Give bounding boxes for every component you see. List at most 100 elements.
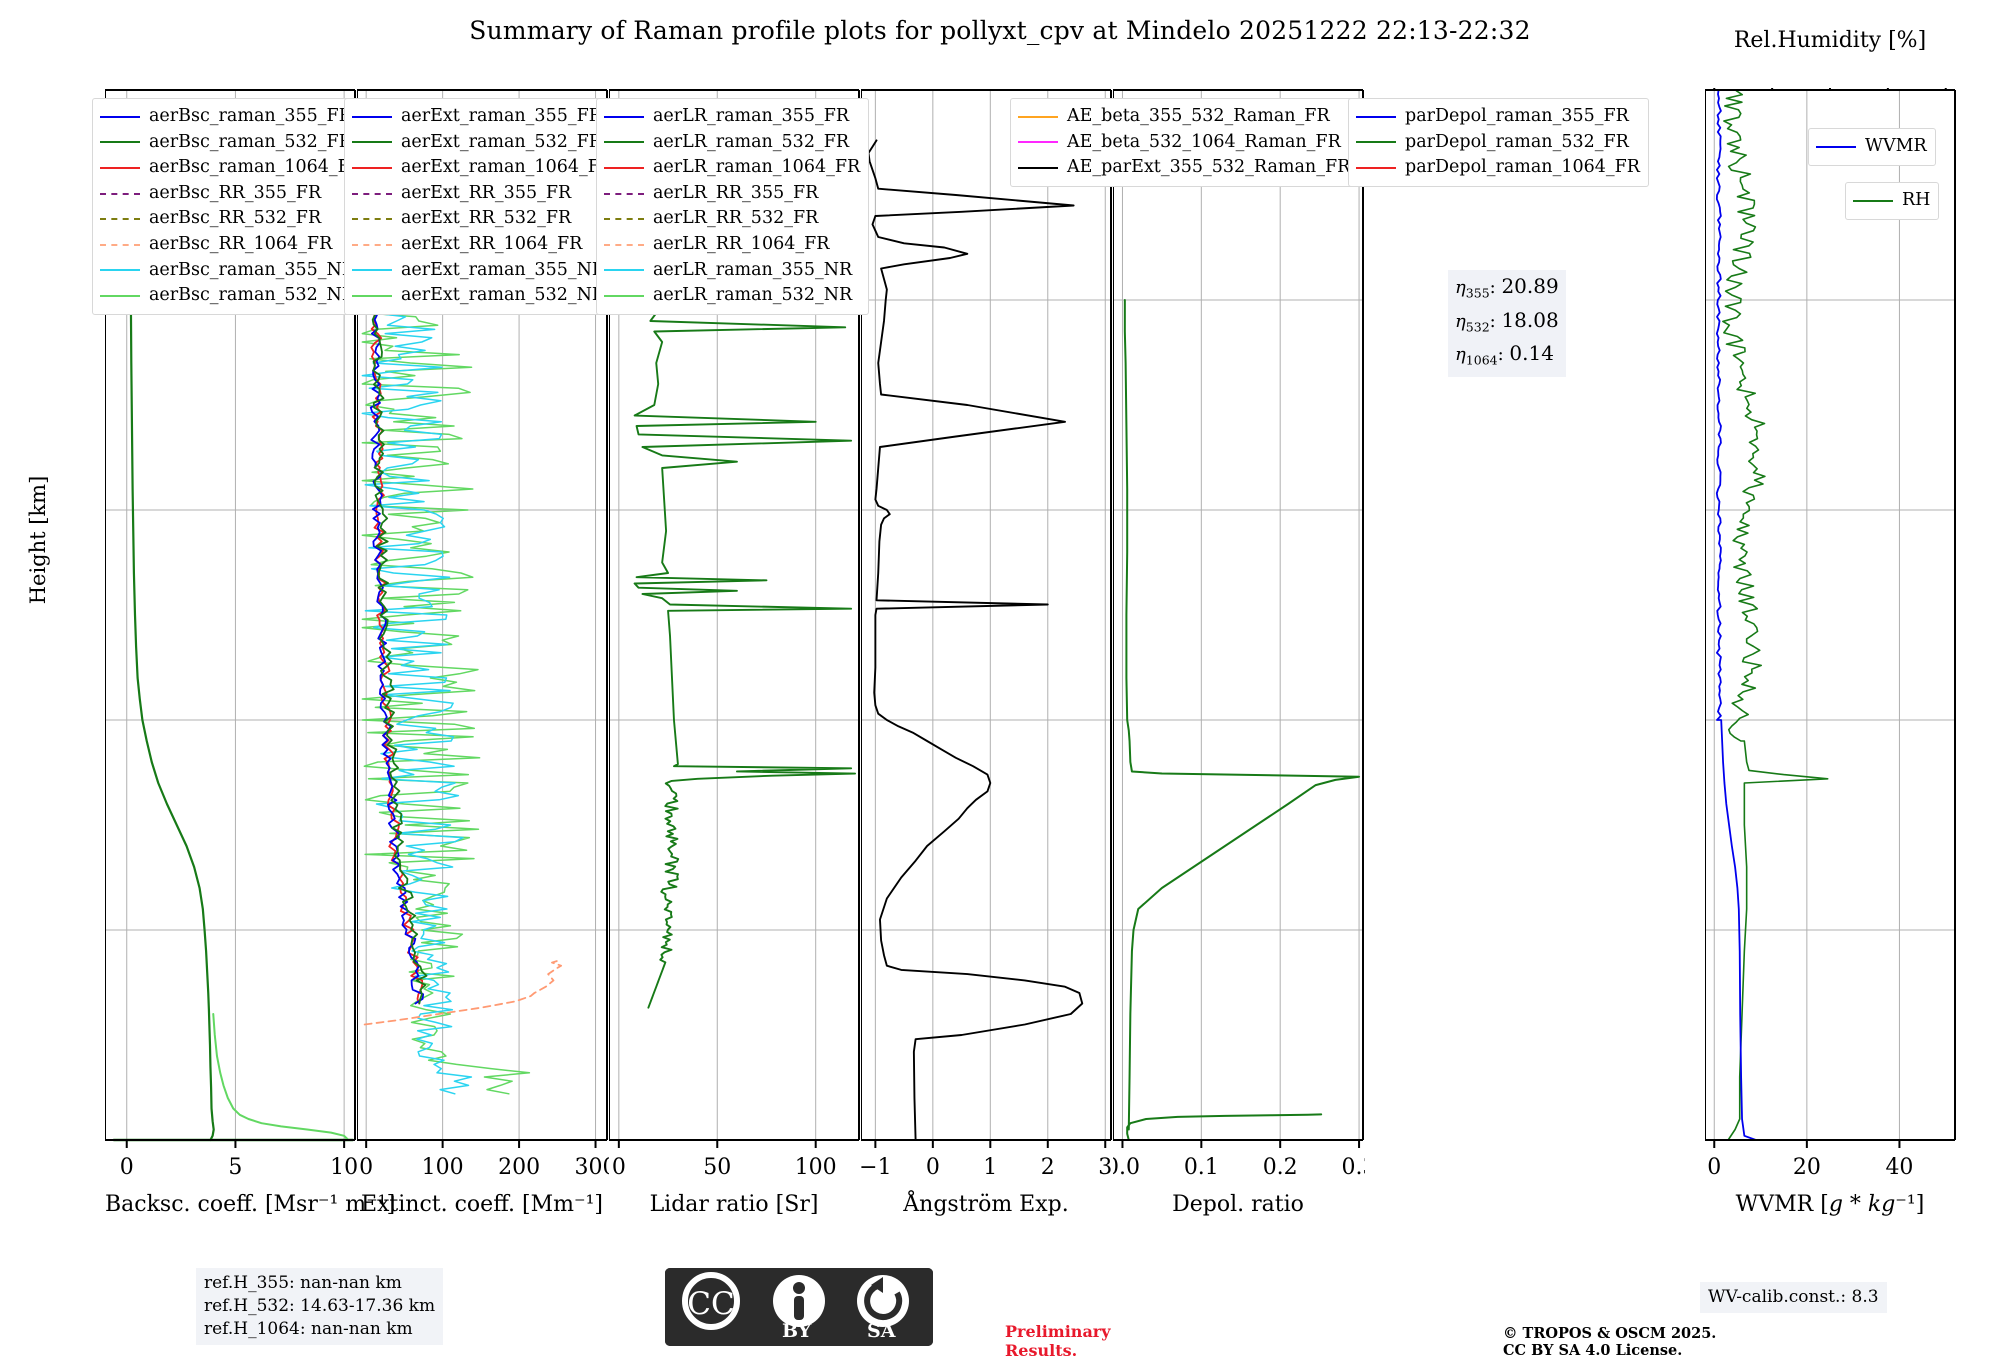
legend-wvmr[interactable]: WVMR [1808, 128, 1936, 166]
plot-wvmr-rh: 012345020400255075100 [1705, 88, 1956, 1180]
legend-item: aerExt_raman_355_NR [352, 258, 613, 284]
figure-title: Summary of Raman profile plots for polly… [469, 16, 1531, 45]
legend-label: aerLR_raman_355_NR [653, 259, 853, 280]
eta-entry: η355: 20.89 [1455, 274, 1559, 301]
series-line [1123, 299, 1361, 1131]
legend-label: aerExt_raman_1064_FR [401, 157, 614, 178]
legend-extinction[interactable]: aerExt_raman_355_FR aerExt_raman_532_FR ae… [344, 98, 623, 315]
legend-item: parDepol_raman_532_FR [1356, 130, 1640, 156]
legend-swatch-solid-icon [100, 294, 140, 297]
legend-item: aerExt_RR_532_FR [352, 206, 613, 232]
legend-label: aerBsc_raman_532_FR [149, 131, 352, 152]
legend-label: aerBsc_RR_1064_FR [149, 233, 333, 254]
plot-depol-ratio: 0123450.00.10.20.3 [1113, 89, 1365, 1180]
x-axis-label-angstrom: Ångström Exp. [903, 1192, 1069, 1217]
legend-item: aerBsc_raman_532_FR [100, 130, 363, 156]
legend-swatch-dashed-icon [604, 218, 644, 221]
legend-item: aerLR_RR_532_FR [604, 206, 860, 232]
legend-swatch-solid-icon [352, 294, 392, 297]
legend-rh[interactable]: RH [1845, 182, 1940, 220]
series-line [361, 303, 473, 1095]
legend-swatch-solid-icon [100, 166, 140, 169]
legend-label: aerBsc_raman_355_NR [149, 259, 356, 280]
legend-swatch-solid-icon [100, 141, 140, 144]
series-line [212, 1013, 350, 1141]
legend-swatch-solid-icon [352, 166, 392, 169]
legend-item: AE_beta_532_1064_Raman_FR [1018, 130, 1350, 156]
series-line [363, 959, 563, 1026]
series-line [1722, 90, 1829, 1141]
legend-label: AE_parExt_355_532_Raman_FR [1067, 157, 1351, 178]
legend-item: aerLR_raman_532_NR [604, 283, 860, 309]
legend-swatch-solid-icon [1356, 115, 1396, 118]
tropos-copyright: © TROPOS & OSCM 2025. CC BY SA 4.0 Licen… [1503, 1325, 1717, 1359]
legend-label: aerExt_raman_355_NR [401, 259, 606, 280]
wv-calibration-box: WV-calib.const.: 8.3 [1700, 1282, 1887, 1313]
eta-entry: η532: 18.08 [1455, 307, 1559, 335]
x-tick-label: 0 [612, 1155, 626, 1180]
x-axis-label-lidar-ratio: Lidar ratio [Sr] [649, 1192, 819, 1217]
x-tick-label: 1 [983, 1155, 997, 1180]
legend-label: aerLR_RR_532_FR [653, 208, 819, 229]
x-tick-label: 0 [926, 1155, 940, 1180]
legend-label: AE_beta_532_1064_Raman_FR [1067, 131, 1341, 152]
legend-label: AE_beta_355_532_Raman_FR [1067, 106, 1330, 126]
legend-swatch-solid-icon [604, 166, 644, 169]
legend-item: aerBsc_raman_355_NR [100, 258, 363, 284]
panel-backscatter: 0123450510 [105, 88, 357, 1180]
legend-label: aerBsc_RR_532_FR [149, 208, 322, 229]
legend-swatch-solid-icon [100, 269, 140, 272]
legend-label: WVMR [1865, 136, 1927, 156]
legend-swatch-dashed-icon [352, 243, 392, 246]
x-axis-label-wvmr: WVMR [𝑔 * 𝑘𝑔⁻¹] [1735, 1192, 1925, 1217]
legend-swatch-dashed-icon [100, 218, 140, 221]
legend-label: aerExt_raman_532_NR [401, 285, 606, 306]
legend-swatch-solid-icon [604, 141, 644, 144]
legend-label: aerExt_raman_355_FR [401, 106, 602, 126]
legend-label: aerBsc_raman_355_FR [149, 106, 352, 126]
legend-swatch-solid-icon [100, 115, 140, 118]
legend-label: aerLR_raman_355_FR [653, 106, 850, 126]
eta-values-box: η355: 20.89 η532: 18.08 η1064: 0.14 [1448, 270, 1566, 377]
x-tick-label: 0.1 [1184, 1155, 1219, 1180]
cc-sa-label: SA [867, 1320, 896, 1342]
legend-label: aerBsc_raman_532_NR [149, 285, 356, 306]
x-tick-label: 0 [120, 1155, 134, 1180]
x-tick-label: 0.2 [1263, 1155, 1298, 1180]
legend-label: aerLR_RR_1064_FR [653, 233, 830, 254]
legend-swatch-solid-icon [604, 115, 644, 118]
x-axis-label-extinction: Extinct. coeff. [Mm⁻¹] [360, 1192, 604, 1217]
series-line [371, 300, 428, 1005]
legend-swatch-solid-icon [604, 294, 644, 297]
legend-swatch-solid-icon [1018, 141, 1058, 144]
x-tick-label: 200 [498, 1155, 540, 1180]
cc-by-label: BY [782, 1320, 812, 1342]
legend-swatch-dashed-icon [352, 192, 392, 195]
eta-entry: η1064: 0.14 [1455, 341, 1554, 368]
x-tick-label: −1 [861, 1155, 892, 1180]
legend-item: aerLR_RR_1064_FR [604, 232, 860, 258]
legend-label: RH [1902, 190, 1931, 210]
legend-swatch-dashed-icon [100, 243, 140, 246]
legend-label: aerBsc_RR_355_FR [149, 182, 322, 203]
legend-lidar-ratio[interactable]: aerLR_raman_355_FR aerLR_raman_532_FR aerL… [596, 98, 870, 315]
legend-item: aerBsc_RR_1064_FR [100, 232, 363, 258]
legend-item: aerLR_raman_532_FR [604, 130, 860, 156]
legend-depol-ratio[interactable]: parDepol_raman_355_FR parDepol_raman_532_… [1348, 98, 1649, 187]
legend-swatch-dashed-icon [604, 243, 644, 246]
legend-swatch-solid-icon [1356, 141, 1396, 144]
legend-angstrom[interactable]: AE_beta_355_532_Raman_FR AE_beta_532_1064… [1010, 98, 1360, 187]
top-axis-label-rel-humidity: Rel.Humidity [%] [1733, 28, 1927, 53]
cc-license-logo: CC BY SA [665, 1268, 933, 1346]
legend-swatch-solid-icon [1853, 199, 1893, 202]
legend-item: aerBsc_RR_355_FR [100, 181, 363, 207]
preliminary-results-note: Preliminary Results. [1005, 1322, 1111, 1360]
x-tick-label: 5 [228, 1155, 242, 1180]
legend-label: aerLR_raman_532_NR [653, 285, 853, 306]
legend-label: aerLR_raman_1064_FR [653, 157, 861, 178]
legend-label: aerLR_raman_532_FR [653, 131, 850, 152]
legend-item: AE_beta_355_532_Raman_FR [1018, 104, 1350, 130]
